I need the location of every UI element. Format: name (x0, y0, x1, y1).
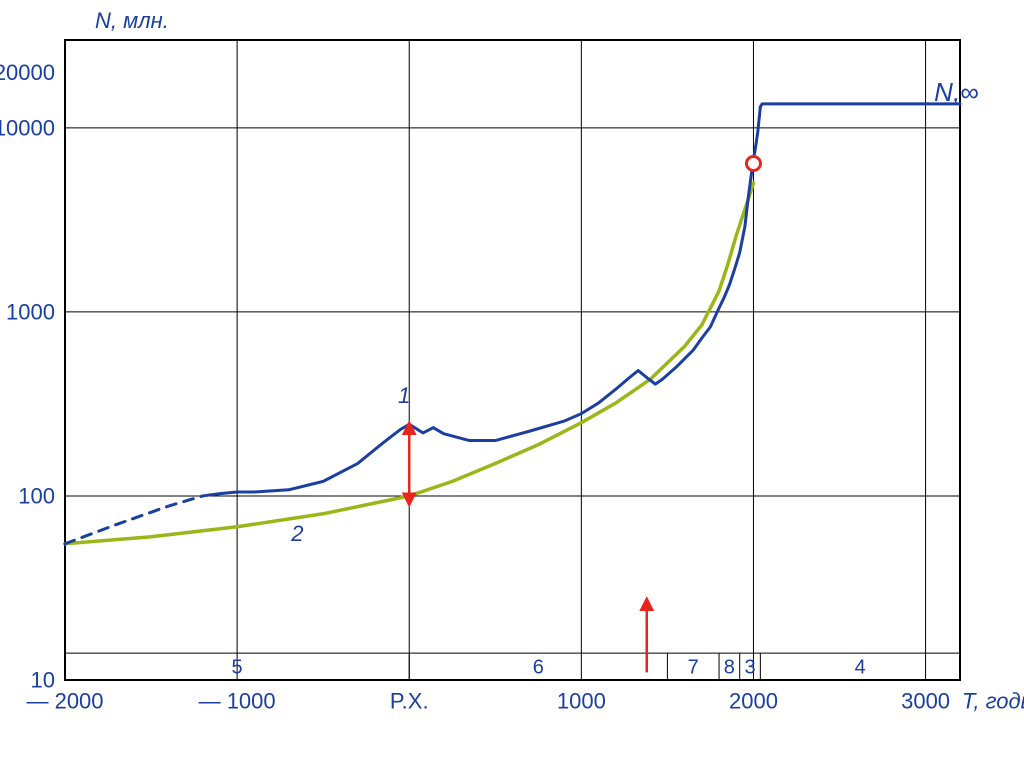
region-label: 3 (744, 657, 755, 679)
region-label: 8 (724, 657, 735, 679)
annotation-n-infinity: N,∞ (934, 77, 979, 107)
x-tick-label: 2000 (729, 689, 778, 714)
y-tick-label: 20000 (0, 60, 55, 85)
region-label: 7 (688, 657, 699, 679)
x-tick-label: 3000 (901, 689, 950, 714)
curve-label-2: 2 (290, 521, 303, 546)
y-axis-label: N, млн. (95, 8, 169, 33)
region-label: 6 (533, 657, 544, 679)
x-tick-label: — 1000 (199, 689, 276, 714)
y-tick-label: 10000 (0, 116, 55, 141)
chart-container: 5678341010010001000020000— 2000— 1000P.X… (0, 0, 1024, 757)
x-tick-label: — 2000 (26, 689, 103, 714)
chart-svg: 5678341010010001000020000— 2000— 1000P.X… (0, 0, 1024, 757)
x-axis-label: T, годы (962, 689, 1024, 714)
curve-label-1: 1 (398, 383, 410, 408)
x-tick-label: P.X. (390, 689, 429, 714)
region-label: 5 (232, 657, 243, 679)
y-tick-label: 1000 (6, 300, 55, 325)
y-tick-label: 100 (18, 484, 55, 509)
x-tick-label: 1000 (557, 689, 606, 714)
region-label: 4 (855, 657, 866, 679)
marker-now (746, 156, 760, 170)
